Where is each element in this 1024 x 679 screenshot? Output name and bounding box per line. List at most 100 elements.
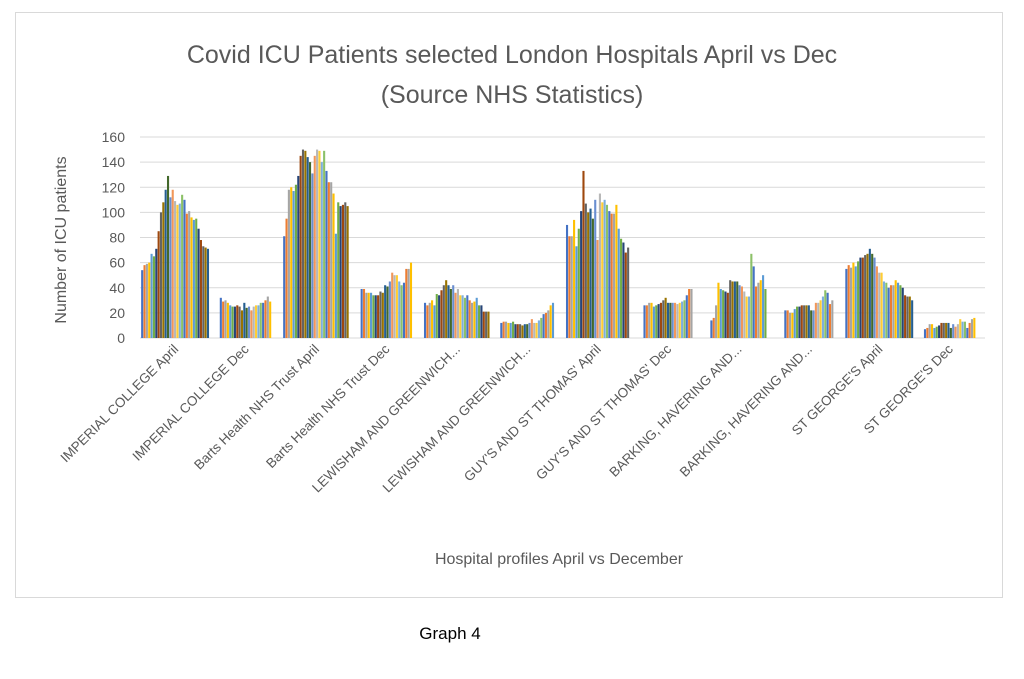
bar	[174, 201, 177, 338]
bar	[297, 175, 300, 338]
bar	[188, 211, 191, 338]
bar	[676, 304, 679, 338]
bar	[346, 206, 349, 338]
bar	[292, 191, 295, 338]
bar	[722, 290, 725, 338]
bar	[339, 206, 342, 338]
bar	[688, 289, 691, 338]
bar	[245, 307, 248, 338]
bar	[367, 292, 370, 338]
bar	[480, 305, 483, 338]
bar	[857, 261, 860, 338]
bar	[754, 286, 758, 338]
bar	[285, 218, 288, 338]
bar	[178, 203, 181, 338]
x-tick-label: LEWISHAM AND GREENWICH...	[380, 342, 534, 496]
bar	[398, 281, 401, 338]
bar	[405, 268, 408, 338]
bar	[226, 302, 229, 338]
bar	[141, 270, 144, 338]
bar	[461, 295, 464, 338]
bar	[805, 305, 808, 338]
bar	[516, 324, 519, 338]
bar	[325, 170, 328, 338]
bar	[598, 193, 601, 338]
bar	[752, 266, 755, 338]
y-tick-label: 40	[109, 280, 125, 296]
bar	[409, 262, 413, 338]
bar	[530, 319, 533, 338]
bar	[622, 242, 625, 338]
bar	[533, 322, 536, 338]
bar	[463, 297, 467, 338]
bar	[442, 285, 445, 338]
bar	[224, 300, 227, 338]
bar	[468, 300, 471, 338]
bar	[431, 300, 434, 338]
bar	[199, 240, 202, 338]
bar	[793, 309, 796, 338]
bar	[269, 301, 272, 338]
bar	[594, 199, 597, 338]
bar	[266, 296, 269, 338]
bar	[370, 292, 373, 338]
y-axis-label: Number of ICU patients	[53, 156, 70, 323]
bar	[940, 322, 943, 338]
bar	[428, 302, 431, 338]
bar	[402, 282, 406, 338]
bar	[938, 325, 941, 338]
bar	[589, 208, 592, 338]
bar	[407, 268, 410, 338]
bar	[222, 301, 225, 338]
bar	[764, 289, 767, 338]
bar	[803, 305, 806, 338]
bar	[904, 295, 907, 338]
bar	[814, 302, 817, 338]
bar	[204, 247, 207, 338]
bar	[747, 296, 751, 338]
bar	[262, 302, 265, 338]
bar	[788, 312, 792, 338]
bar	[882, 281, 885, 338]
bar	[738, 285, 741, 338]
bar	[899, 285, 902, 338]
bar	[892, 285, 895, 338]
bar	[627, 247, 630, 338]
bar	[859, 257, 862, 338]
bar	[591, 218, 594, 338]
bar	[423, 302, 427, 338]
bar	[866, 253, 869, 338]
bar	[509, 322, 512, 338]
bar	[657, 304, 660, 338]
bar	[318, 150, 321, 338]
bar	[157, 231, 160, 338]
bar	[603, 199, 606, 338]
x-tick-label: BARKING, HAVERING AND...	[606, 342, 744, 480]
bar	[507, 322, 510, 338]
bar	[433, 305, 436, 338]
bar	[643, 305, 646, 338]
bar	[750, 253, 753, 338]
bar	[650, 302, 653, 338]
bar	[601, 202, 604, 338]
bar	[786, 310, 789, 338]
bar	[542, 314, 545, 338]
bar	[313, 155, 316, 338]
bar	[871, 253, 874, 338]
bar	[715, 305, 718, 338]
y-tick-label: 120	[102, 179, 126, 195]
bar	[162, 202, 165, 338]
bar	[970, 319, 974, 338]
bar	[620, 238, 623, 338]
bar	[648, 302, 651, 338]
bar	[743, 291, 746, 338]
y-tick-label: 160	[102, 129, 126, 145]
bar	[169, 197, 172, 338]
bar	[608, 211, 611, 338]
bar	[264, 300, 267, 338]
bar	[911, 300, 914, 338]
bar	[152, 256, 155, 338]
bar	[580, 211, 583, 338]
bar	[923, 329, 927, 338]
bar	[523, 324, 526, 338]
